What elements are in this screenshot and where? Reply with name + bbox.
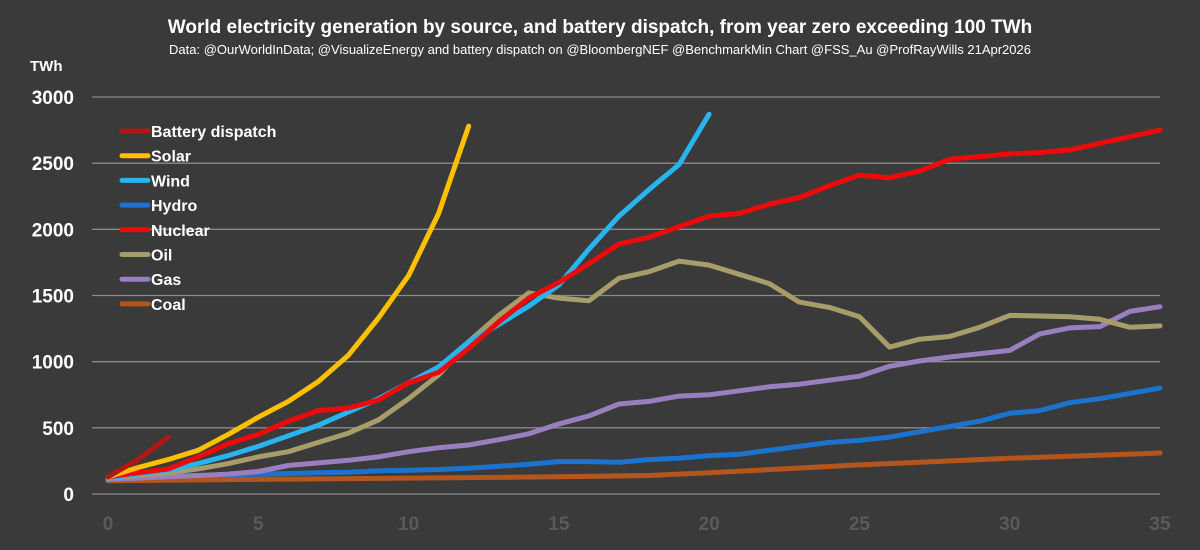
legend-label-gas: Gas bbox=[151, 272, 181, 289]
y-tick-label-0: 0 bbox=[63, 485, 74, 506]
y-tick-label-2000: 2000 bbox=[32, 220, 74, 241]
y-tick-label-1000: 1000 bbox=[32, 353, 74, 374]
series-line-gas bbox=[105, 304, 1163, 482]
y-tick-label-2500: 2500 bbox=[32, 154, 74, 175]
series-line-wind bbox=[105, 111, 712, 481]
x-tick-label-25: 25 bbox=[849, 514, 871, 535]
x-tick-label-10: 10 bbox=[398, 514, 419, 535]
chart-title: World electricity generation by source, … bbox=[168, 17, 1032, 38]
legend-label-coal: Coal bbox=[151, 297, 186, 314]
y-tick-label-500: 500 bbox=[42, 419, 74, 440]
x-tick-label-0: 0 bbox=[103, 514, 114, 535]
series-line-oil bbox=[105, 258, 1163, 481]
x-tick-label-35: 35 bbox=[1149, 514, 1171, 535]
x-tick-label-5: 5 bbox=[253, 514, 264, 535]
chart-subtitle: Data: @OurWorldInData; @VisualizeEnergy … bbox=[169, 42, 1031, 57]
y-tick-label-3000: 3000 bbox=[32, 88, 74, 109]
x-tick-label-30: 30 bbox=[999, 514, 1020, 535]
x-tick-labels: 0 5 10 15 20 25 30 35 bbox=[103, 514, 1171, 535]
legend: Battery dispatch Solar Wind Hydro Nuclear Oil… bbox=[119, 124, 276, 314]
series-lines bbox=[105, 111, 1163, 484]
series-line-coal bbox=[105, 450, 1163, 484]
y-tick-label-1500: 1500 bbox=[32, 287, 74, 308]
series-line-solar bbox=[105, 123, 472, 480]
series-line-battery-dispatch bbox=[105, 434, 171, 480]
series-line-hydro bbox=[105, 385, 1163, 481]
y-tick-labels: 0 500 1000 1500 2000 2500 3000 bbox=[32, 88, 74, 506]
legend-label-oil: Oil bbox=[151, 248, 172, 265]
y-axis-unit-label: TWh bbox=[30, 58, 62, 75]
legend-label-hydro: Hydro bbox=[151, 198, 197, 215]
legend-label-wind: Wind bbox=[151, 173, 190, 190]
legend-label-solar: Solar bbox=[151, 149, 191, 166]
x-tick-label-15: 15 bbox=[548, 514, 570, 535]
legend-label-battery-dispatch: Battery dispatch bbox=[151, 124, 276, 141]
series-line-nuclear bbox=[105, 127, 1163, 480]
x-tick-label-20: 20 bbox=[699, 514, 720, 535]
legend-label-nuclear: Nuclear bbox=[151, 223, 210, 240]
